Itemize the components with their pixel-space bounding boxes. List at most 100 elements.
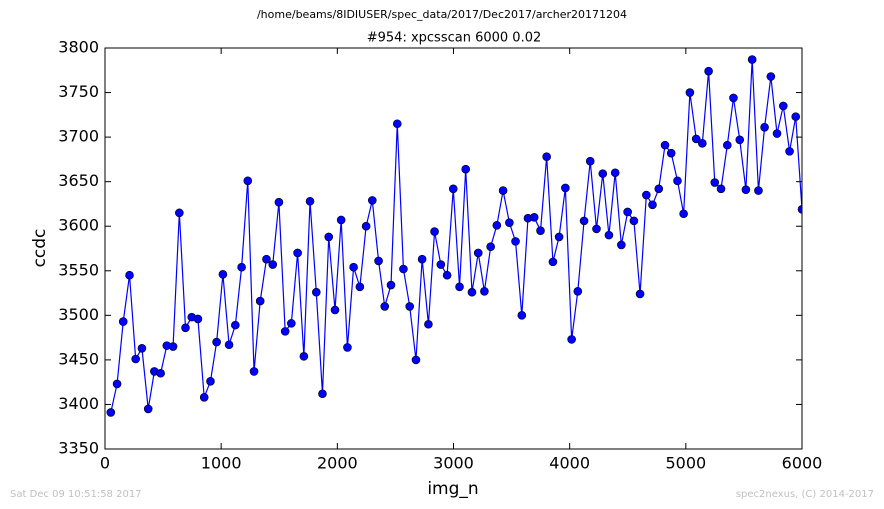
data-point: [330, 305, 340, 315]
data-point: [430, 227, 439, 236]
data-point: [473, 248, 483, 258]
data-point: [262, 254, 271, 264]
data-point: [486, 242, 495, 252]
data-point: [480, 286, 489, 296]
data-point: [175, 208, 184, 218]
data-point: [218, 270, 228, 279]
data-point: [561, 183, 570, 193]
data-point: [723, 140, 732, 150]
data-point: [255, 296, 265, 306]
y-tick-label: 3650: [58, 171, 99, 190]
data-point: [710, 178, 720, 187]
data-point: [585, 156, 595, 166]
data-point: [729, 93, 738, 103]
data-point: [698, 139, 707, 148]
data-point: [492, 221, 502, 230]
data-point: [349, 262, 358, 272]
data-point: [542, 152, 551, 162]
plot-area: [106, 55, 802, 417]
data-point: [579, 216, 589, 226]
data-point: [193, 314, 203, 324]
data-point: [299, 352, 309, 361]
data-point: [392, 119, 402, 129]
data-point: [274, 197, 284, 207]
data-point: [573, 286, 583, 296]
data-point: [137, 344, 147, 353]
y-tick-label: 3500: [58, 305, 99, 324]
data-point: [760, 123, 769, 132]
x-tick-label: 1000: [201, 454, 242, 473]
x-tick-label: 4000: [549, 454, 590, 473]
data-point: [249, 367, 259, 376]
data-point: [380, 302, 390, 311]
data-point: [679, 209, 688, 219]
data-point: [642, 190, 651, 200]
data-line: [110, 59, 802, 413]
chart-title: /home/beams/8IDIUSER/spec_data/2017/Dec2…: [257, 8, 627, 21]
data-point: [424, 319, 433, 329]
data-point: [305, 196, 315, 206]
data-point: [517, 311, 527, 320]
data-point: [237, 262, 246, 272]
data-point: [168, 342, 178, 351]
data-point: [181, 323, 190, 333]
data-point: [536, 226, 545, 235]
y-tick-label: 3550: [58, 260, 99, 279]
data-point: [467, 287, 477, 297]
data-point: [436, 260, 446, 269]
data-point: [673, 176, 682, 186]
data-point: [648, 200, 657, 210]
data-point: [554, 232, 564, 242]
data-point: [442, 270, 452, 280]
data-point: [797, 204, 802, 214]
data-point: [280, 327, 290, 336]
data-point: [293, 248, 302, 258]
data-point: [704, 66, 713, 76]
data-point: [548, 257, 558, 267]
x-tick-label: 6000: [782, 454, 823, 473]
data-point: [405, 302, 415, 311]
data-point: [336, 215, 346, 225]
data-point: [131, 354, 140, 364]
data-point: [685, 88, 695, 97]
data-point: [224, 340, 234, 350]
chart-subtitle: #954: xpcsscan 6000 0.02: [367, 31, 542, 46]
data-point: [604, 230, 614, 240]
y-tick-label: 3450: [58, 349, 99, 368]
data-point: [287, 319, 296, 328]
data-point: [112, 379, 122, 389]
y-tick-label: 3750: [58, 82, 99, 101]
data-point: [791, 112, 801, 121]
x-tick-label: 2000: [317, 454, 358, 473]
data-point: [399, 264, 408, 274]
data-point: [754, 186, 763, 195]
axes-frame: [104, 47, 803, 450]
data-point: [118, 317, 128, 326]
data-point: [374, 256, 383, 266]
data-point: [567, 335, 576, 344]
y-tick-label: 3350: [58, 439, 99, 458]
data-point: [367, 196, 377, 205]
y-tick-label: 3800: [58, 38, 99, 57]
data-point: [741, 185, 751, 194]
data-point: [411, 355, 421, 365]
data-point: [778, 101, 788, 111]
data-point: [635, 289, 645, 299]
data-point: [610, 168, 620, 178]
data-point: [206, 376, 215, 386]
data-point: [617, 240, 626, 250]
y-tick-label: 3600: [58, 216, 99, 235]
data-point: [747, 55, 757, 64]
data-point: [666, 148, 676, 158]
data-point: [461, 164, 470, 174]
data-point: [498, 186, 508, 195]
data-point: [654, 184, 664, 194]
data-point: [143, 404, 153, 414]
x-axis-label: img_n: [427, 479, 478, 499]
data-point: [212, 337, 221, 347]
timestamp: Sat Dec 09 10:51:58 2017: [10, 489, 142, 500]
data-point: [505, 218, 514, 227]
data-point: [448, 184, 458, 194]
data-point: [529, 213, 539, 222]
